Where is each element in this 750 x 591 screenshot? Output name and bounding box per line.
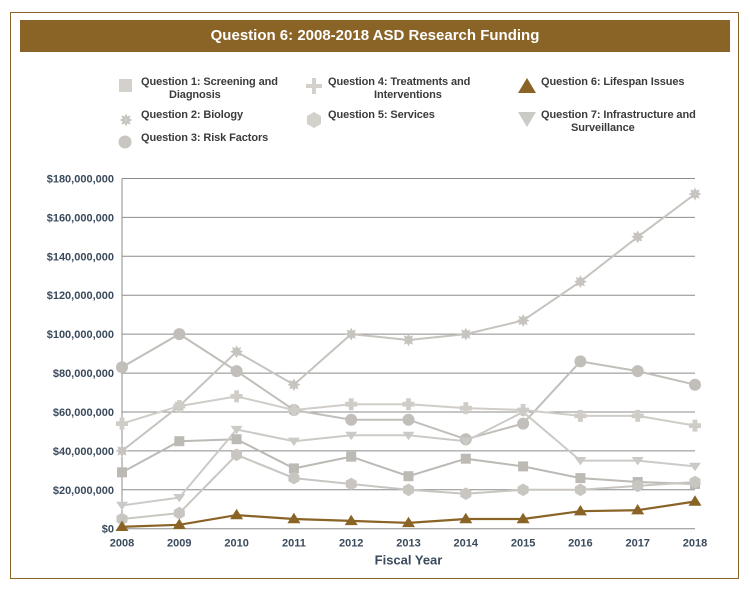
svg-text:2016: 2016: [568, 538, 592, 550]
svg-text:Fiscal Year: Fiscal Year: [375, 553, 443, 568]
svg-text:$60,000,000: $60,000,000: [53, 407, 114, 419]
svg-text:2010: 2010: [224, 538, 248, 550]
svg-text:2014: 2014: [454, 538, 479, 550]
svg-text:2009: 2009: [167, 538, 191, 550]
svg-text:$40,000,000: $40,000,000: [53, 446, 114, 458]
svg-text:$80,000,000: $80,000,000: [53, 368, 114, 380]
svg-text:2013: 2013: [396, 538, 420, 550]
svg-text:$160,000,000: $160,000,000: [47, 212, 114, 224]
svg-text:2017: 2017: [625, 538, 649, 550]
svg-text:$100,000,000: $100,000,000: [47, 329, 114, 341]
svg-text:2012: 2012: [339, 538, 363, 550]
svg-text:2008: 2008: [110, 538, 134, 550]
svg-text:$120,000,000: $120,000,000: [47, 290, 114, 302]
svg-text:2015: 2015: [511, 538, 535, 550]
svg-text:$140,000,000: $140,000,000: [47, 251, 114, 263]
svg-text:2011: 2011: [282, 538, 306, 550]
svg-text:$0: $0: [102, 524, 114, 536]
svg-text:2018: 2018: [683, 538, 707, 550]
svg-text:$20,000,000: $20,000,000: [53, 485, 114, 497]
svg-text:$180,000,000: $180,000,000: [47, 174, 114, 186]
